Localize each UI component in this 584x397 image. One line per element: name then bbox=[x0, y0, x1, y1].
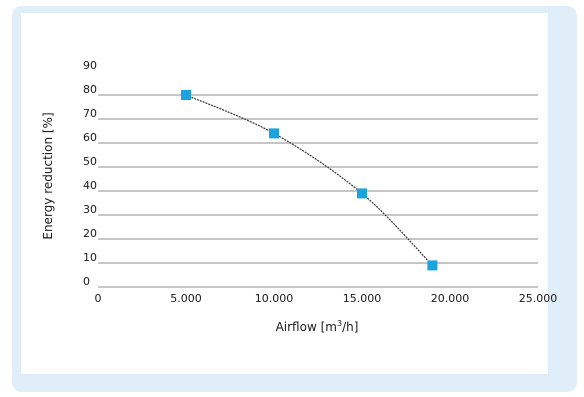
chart-panel bbox=[21, 13, 548, 374]
y-axis-label: Energy reduction [%] bbox=[41, 112, 55, 239]
data-point-4 bbox=[427, 260, 438, 271]
x-tick-label: 0 bbox=[95, 292, 102, 305]
y-tick-label: 50 bbox=[83, 155, 97, 168]
x-tick-label: 5.000 bbox=[170, 292, 202, 305]
x-tick-label: 25.000 bbox=[519, 292, 558, 305]
x-tick-label: 15.000 bbox=[343, 292, 382, 305]
y-tick-label: 90 bbox=[83, 59, 97, 72]
y-tick-label: 10 bbox=[83, 251, 97, 264]
x-axis-label-sup: 3 bbox=[337, 319, 342, 328]
y-tick-label: 20 bbox=[83, 227, 97, 240]
x-tick-label: 10.000 bbox=[255, 292, 294, 305]
y-tick-label: 60 bbox=[83, 131, 97, 144]
x-axis-label-prefix: Airflow [m bbox=[276, 320, 337, 334]
y-tick-label: 70 bbox=[83, 107, 97, 120]
x-axis-label: Airflow [m3/h] bbox=[276, 319, 359, 334]
x-axis-label-suffix: /h] bbox=[342, 320, 358, 334]
y-tick-label: 40 bbox=[83, 179, 97, 192]
trend-line bbox=[185, 94, 433, 266]
y-tick-label: 30 bbox=[83, 203, 97, 216]
data-point-3 bbox=[357, 188, 367, 199]
y-tick-labels: 0 10 20 30 40 50 60 70 80 90 bbox=[83, 59, 97, 288]
y-tick-label: 80 bbox=[83, 83, 97, 96]
x-tick-label: 20.000 bbox=[431, 292, 470, 305]
data-point-1 bbox=[181, 90, 191, 100]
data-point-2 bbox=[269, 128, 279, 139]
data-points bbox=[181, 90, 438, 271]
y-tick-label: 0 bbox=[83, 275, 90, 288]
x-tick-labels: 0 5.000 10.000 15.000 20.000 25.000 bbox=[95, 292, 558, 305]
grid-lines bbox=[98, 94, 538, 288]
